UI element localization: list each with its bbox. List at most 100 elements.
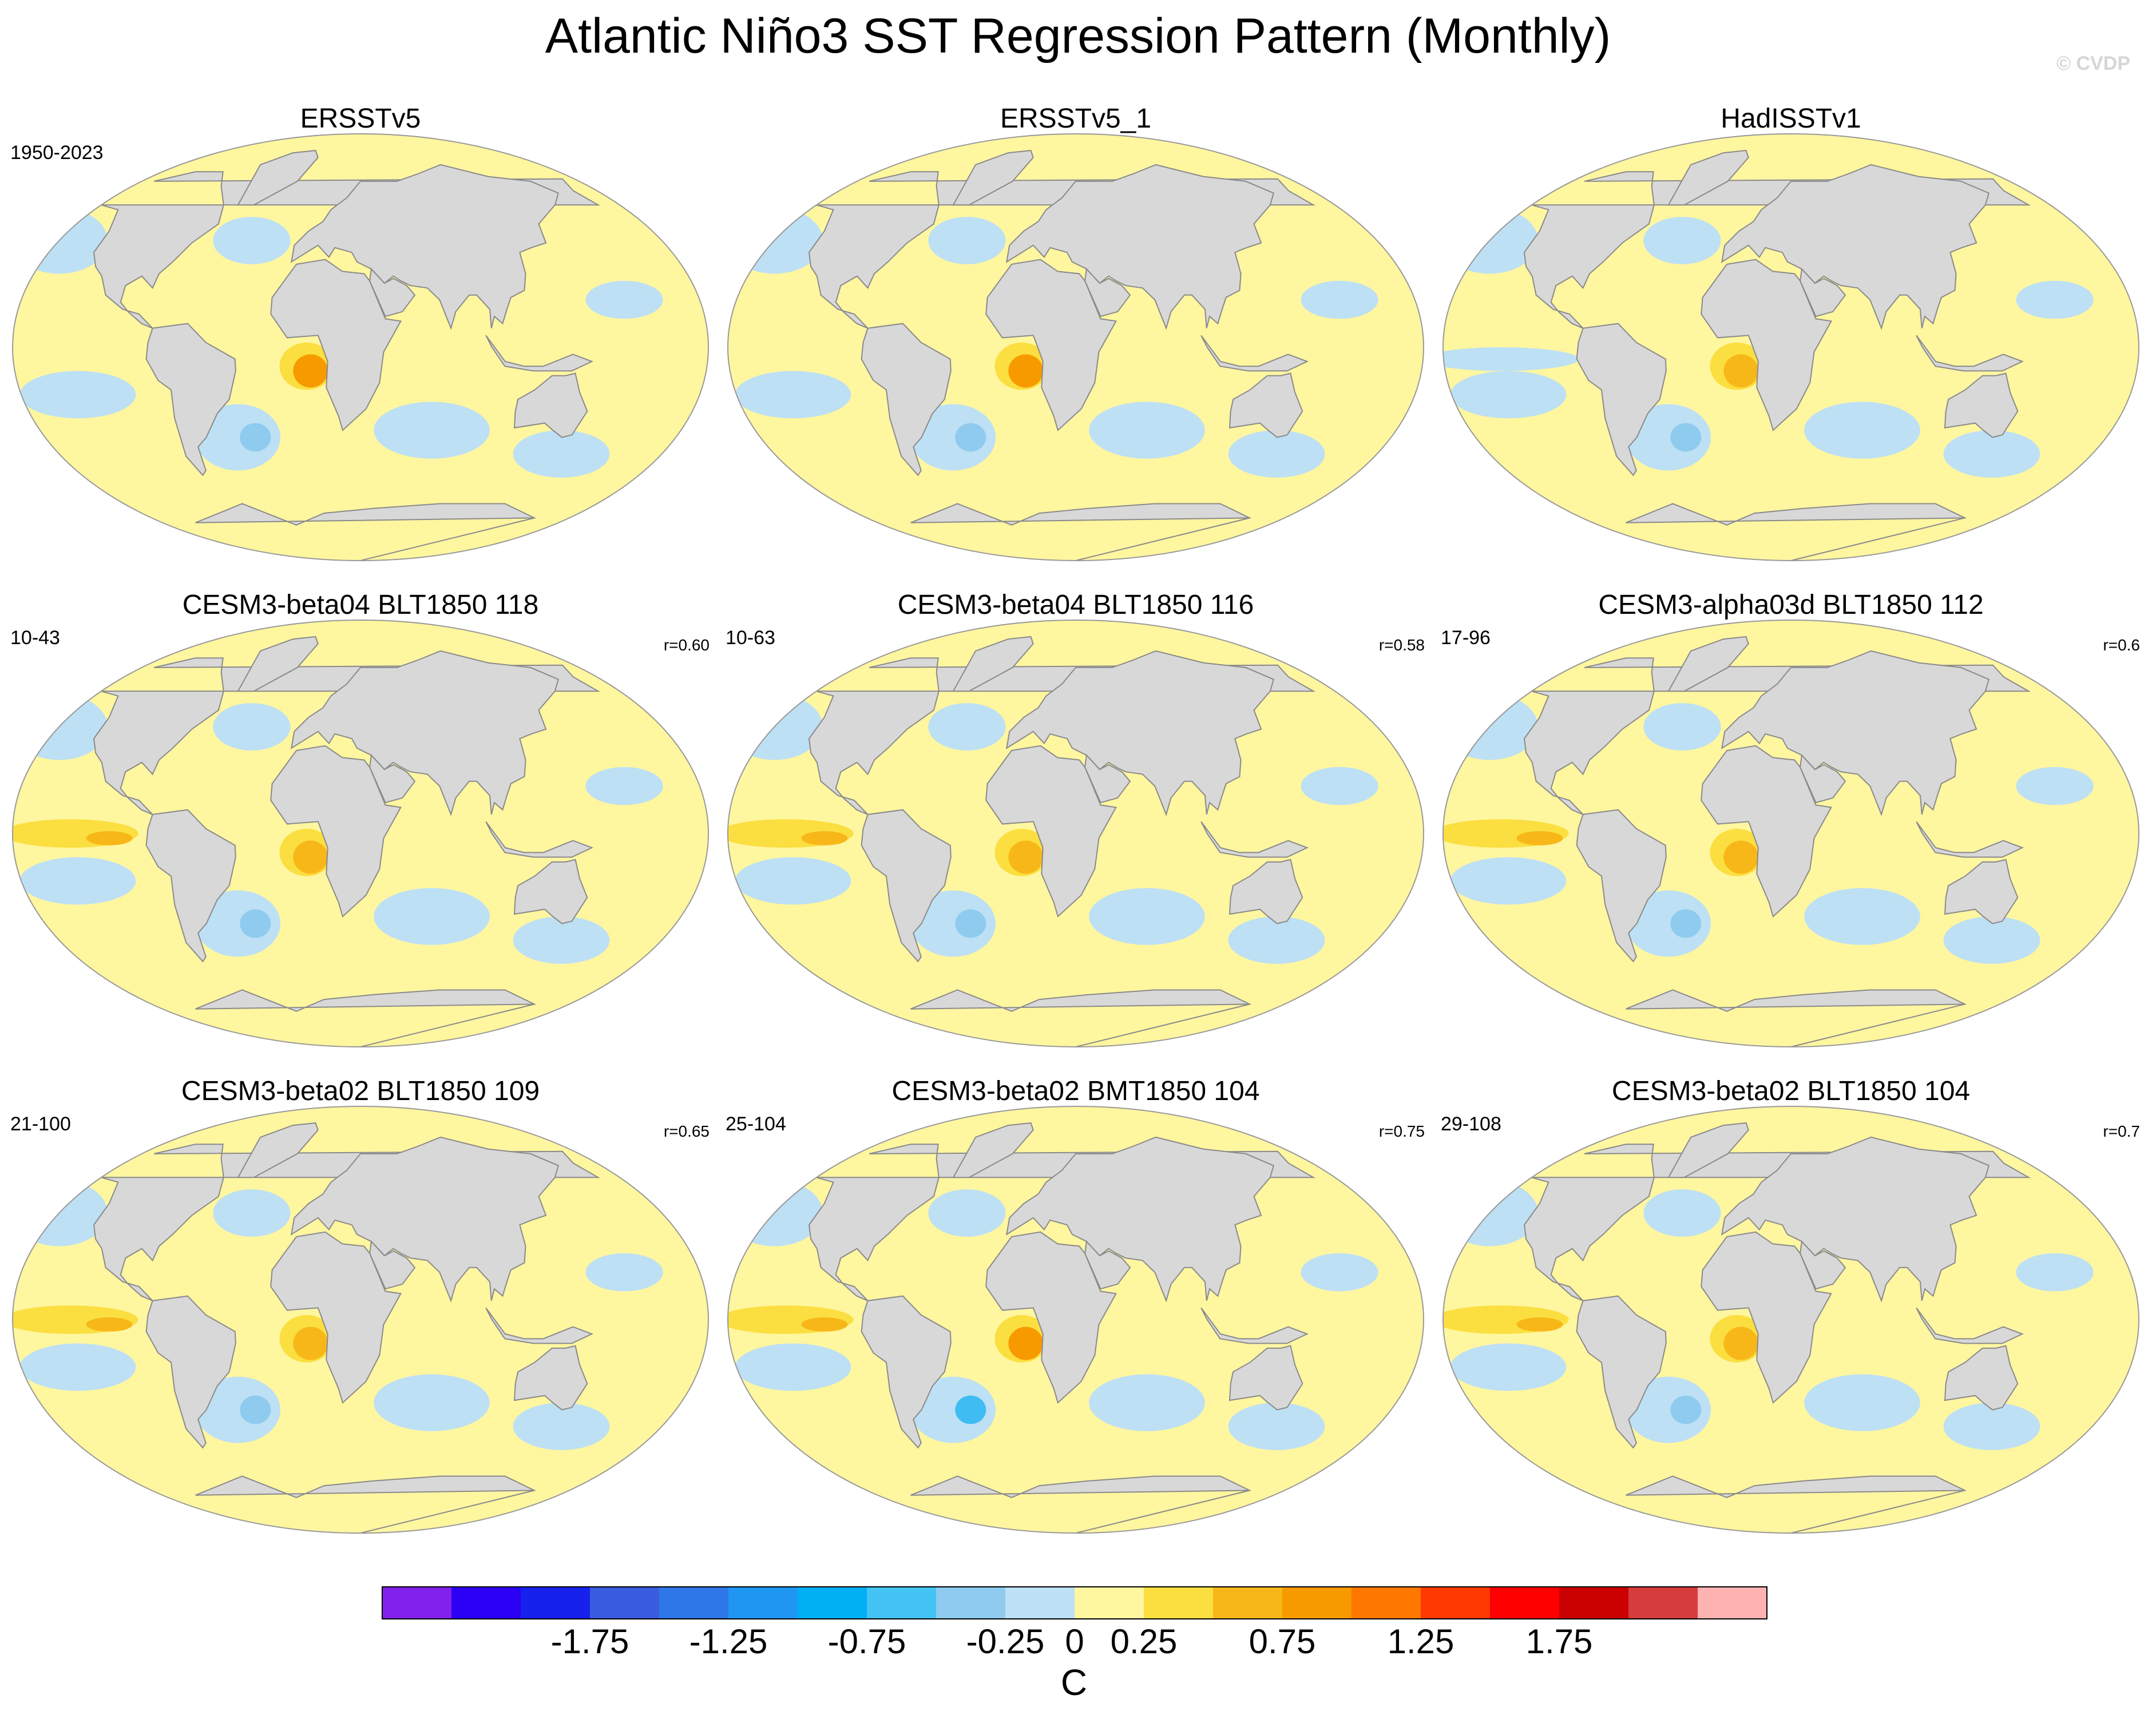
cvdp-watermark: © CVDP xyxy=(2056,53,2130,74)
anomaly-region xyxy=(1643,217,1721,264)
anomaly-region xyxy=(1643,1189,1721,1237)
panel-correlation: r=0.60 xyxy=(663,636,710,654)
greenland-landmass xyxy=(237,149,319,206)
north-america-landmass xyxy=(1523,171,2031,329)
anomaly-region xyxy=(1089,888,1205,945)
panel-correlation: r=0.6 xyxy=(2103,636,2140,654)
colorbar-swatch xyxy=(382,1587,452,1619)
panel-years: 10-63 xyxy=(726,627,775,649)
africa-landmass xyxy=(270,259,402,431)
anomaly-region xyxy=(801,831,848,845)
map-border xyxy=(727,1106,1424,1534)
anomaly-region xyxy=(240,909,271,938)
greenland-landmass xyxy=(237,1122,319,1178)
colorbar-tick-label: 0.25 xyxy=(1111,1622,1178,1661)
antarctica-landmass xyxy=(195,503,536,561)
anomaly-region xyxy=(735,371,851,419)
map-panel: ERSSTv5_1 xyxy=(721,103,1430,561)
map-panel: CESM3-beta04 BLT1850 116 10-63 r=0.58 xyxy=(721,589,1430,1047)
indonesia-landmass xyxy=(485,821,593,858)
colorbar-swatch xyxy=(867,1587,937,1619)
anomaly-region xyxy=(293,1327,328,1360)
colorbar-units: C xyxy=(1061,1662,1087,1703)
africa-landmass xyxy=(1701,745,1832,918)
colorbar-swatch xyxy=(1698,1587,1767,1619)
arabia-landmass xyxy=(1800,1240,1846,1290)
map-border xyxy=(12,1106,709,1534)
indonesia-landmass xyxy=(1200,821,1309,858)
anomaly-region xyxy=(1516,1317,1563,1332)
colorbar-swatch xyxy=(1213,1587,1283,1619)
colorbar-swatch xyxy=(1144,1587,1214,1619)
antarctica-landmass xyxy=(1626,503,1967,561)
north-america-landmass xyxy=(93,171,601,329)
anomaly-region xyxy=(1804,1374,1920,1431)
arabia-landmass xyxy=(1084,753,1131,804)
colorbar-tick-label: 0 xyxy=(1065,1622,1084,1661)
panel-correlation: r=0.58 xyxy=(1378,636,1425,654)
anomaly-region xyxy=(1008,1327,1044,1360)
panel-years: 25-104 xyxy=(726,1113,786,1135)
anomaly-region xyxy=(1670,1395,1702,1424)
anomaly-region xyxy=(19,1343,136,1391)
anomaly-region xyxy=(1450,1343,1567,1391)
anomaly-region xyxy=(910,890,996,957)
anomaly-region xyxy=(293,354,328,388)
indonesia-landmass xyxy=(1916,335,2024,372)
anomaly-region xyxy=(1626,1376,1711,1443)
colorbar-tick-label: -0.75 xyxy=(828,1622,906,1661)
colorbar-swatch xyxy=(659,1587,729,1619)
arabia-landmass xyxy=(1800,753,1846,804)
anomaly-region xyxy=(213,1189,291,1237)
antarctica-landmass xyxy=(910,1475,1251,1533)
anomaly-region xyxy=(2016,1253,2094,1292)
anomaly-region xyxy=(910,404,996,471)
anomaly-region xyxy=(1943,916,2040,964)
anomaly-region xyxy=(1089,1374,1205,1431)
anomaly-region xyxy=(195,890,281,957)
arabia-landmass xyxy=(1800,267,1846,317)
map-border xyxy=(12,620,709,1047)
australia-landmass xyxy=(1944,1345,2019,1411)
greenland-landmass xyxy=(952,149,1034,206)
australia-landmass xyxy=(1944,859,2019,924)
anomaly-region xyxy=(955,423,986,452)
indonesia-landmass xyxy=(1200,335,1309,372)
anomaly-region xyxy=(1943,430,2040,478)
colorbar-swatch xyxy=(1421,1587,1491,1619)
africa-landmass xyxy=(985,1231,1117,1404)
map-panel: CESM3-beta04 BLT1850 118 10-43 r=0.60 xyxy=(6,589,715,1047)
antarctica-landmass xyxy=(195,989,536,1047)
map-border xyxy=(1442,1106,2139,1534)
antarctica-landmass xyxy=(195,1475,536,1533)
anomaly-region xyxy=(1804,402,1920,459)
greenland-landmass xyxy=(1667,636,1749,692)
panel-title: ERSSTv5_1 xyxy=(1000,104,1152,134)
anomaly-region xyxy=(86,1317,133,1332)
anomaly-region xyxy=(1301,280,1378,319)
arabia-landmass xyxy=(1084,267,1131,317)
indonesia-landmass xyxy=(1916,821,2024,858)
indonesia-landmass xyxy=(485,335,593,372)
colorbar-tick-label: 0.75 xyxy=(1249,1622,1316,1661)
anomaly-region xyxy=(735,1343,851,1391)
australia-landmass xyxy=(513,1345,588,1411)
panel-title: CESM3-beta04 BLT1850 116 xyxy=(897,590,1254,620)
north-america-landmass xyxy=(808,1144,1316,1301)
world-map xyxy=(727,1106,1424,1534)
australia-landmass xyxy=(1228,372,1303,438)
anomaly-region xyxy=(240,1395,271,1424)
anomaly-region xyxy=(195,1376,281,1443)
world-map xyxy=(12,1106,709,1534)
anomaly-region xyxy=(1670,909,1702,938)
anomaly-region xyxy=(1723,840,1759,874)
colorbar-swatch xyxy=(1352,1587,1421,1619)
panel-title: CESM3-beta02 BMT1850 104 xyxy=(891,1076,1260,1106)
arabia-landmass xyxy=(1084,1240,1131,1290)
anomaly-region xyxy=(374,1374,490,1431)
indonesia-landmass xyxy=(1200,1307,1309,1344)
anomaly-region xyxy=(585,1253,663,1292)
anomaly-region xyxy=(374,888,490,945)
south-america-landmass xyxy=(1576,323,1667,477)
world-map xyxy=(727,133,1424,561)
